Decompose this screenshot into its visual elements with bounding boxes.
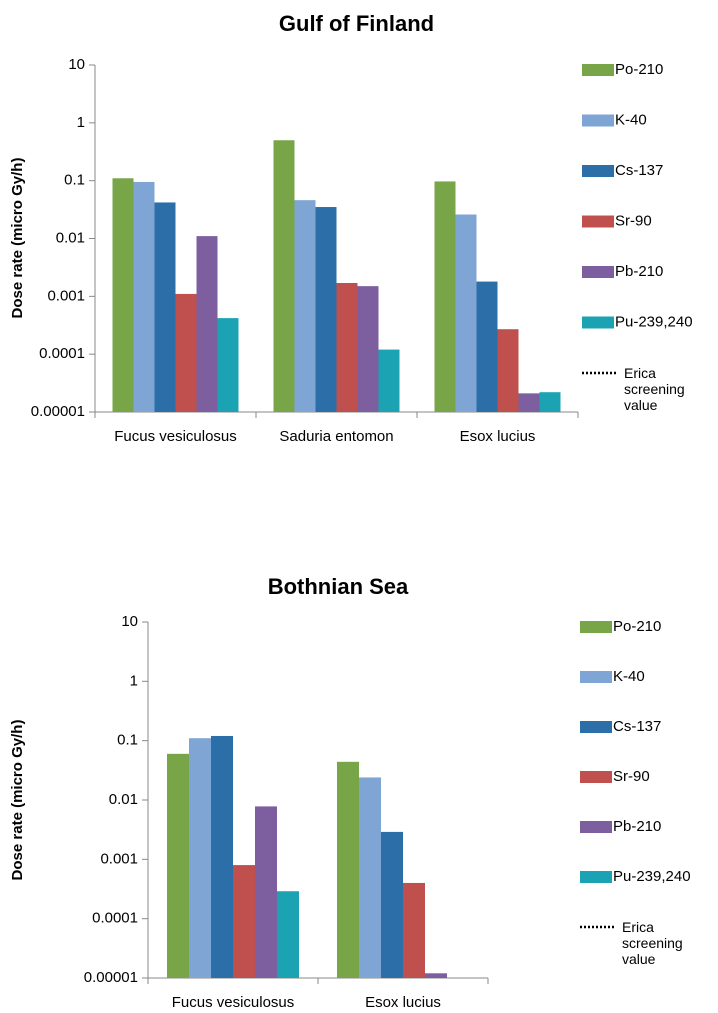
x-tick-label: Esox lucius <box>365 994 441 1011</box>
y-axis-label: Dose rate (micro Gy/h) <box>9 720 26 881</box>
legend-label: K-40 <box>613 668 645 685</box>
bar <box>277 891 299 978</box>
legend-label: Pu-239,240 <box>615 313 693 330</box>
bar <box>518 393 540 412</box>
y-tick-label: 0.00001 <box>84 969 138 986</box>
legend-label: Po-210 <box>615 61 663 78</box>
bar <box>273 140 295 412</box>
y-tick-label: 0.1 <box>117 732 138 749</box>
bar <box>196 236 218 412</box>
bar <box>112 178 134 412</box>
bar <box>167 753 189 978</box>
chart-title: Bothnian Sea <box>268 574 409 599</box>
bar <box>217 318 239 412</box>
legend-label: Pb-210 <box>613 818 661 835</box>
bar <box>497 329 519 412</box>
bar <box>211 735 233 978</box>
legend-label: Pu-239,240 <box>613 868 691 885</box>
bar <box>359 777 381 978</box>
y-tick-label: 0.0001 <box>39 345 85 362</box>
y-tick-label: 1 <box>130 672 138 689</box>
legend-label: Sr-90 <box>613 768 650 785</box>
legend-swatch <box>580 871 612 883</box>
legend-swatch <box>580 671 612 683</box>
legend-label: Cs-137 <box>615 162 663 179</box>
bar <box>189 738 211 978</box>
bar <box>315 207 337 412</box>
y-tick-label: 0.001 <box>47 287 85 304</box>
bar <box>336 283 358 412</box>
x-tick-label: Saduria entomon <box>279 428 393 445</box>
legend-swatch <box>582 215 614 228</box>
y-tick-label: 0.001 <box>100 850 138 867</box>
legend-label: Cs-137 <box>613 718 661 735</box>
y-tick-label: 0.1 <box>64 172 85 189</box>
legend-label: Po-210 <box>613 618 661 635</box>
bar <box>337 761 359 978</box>
bar <box>378 349 400 412</box>
bar <box>476 281 498 412</box>
bar <box>455 214 477 412</box>
bar <box>175 293 197 412</box>
bar <box>255 806 277 978</box>
legend-label: Pb-210 <box>615 263 663 280</box>
y-tick-label: 0.01 <box>109 791 138 808</box>
x-tick-label: Esox lucius <box>460 428 536 445</box>
bar <box>233 865 255 978</box>
legend-label: K-40 <box>615 111 647 128</box>
bar <box>539 392 561 412</box>
bar <box>425 973 447 978</box>
y-tick-label: 10 <box>121 613 138 630</box>
legend-swatch <box>580 721 612 733</box>
bar <box>357 286 379 412</box>
legend-swatch <box>580 771 612 783</box>
legend-label: Sr-90 <box>615 212 652 229</box>
legend-swatch <box>582 266 614 278</box>
y-tick-label: 10 <box>68 56 85 73</box>
bar <box>133 181 155 412</box>
bar <box>434 181 456 412</box>
chart-title: Gulf of Finland <box>279 11 434 36</box>
legend-label: Erica screening value <box>624 365 685 413</box>
bar <box>154 202 176 412</box>
legend-swatch <box>582 114 614 127</box>
legend-swatch <box>582 64 614 76</box>
x-tick-label: Fucus vesiculosus <box>114 428 237 445</box>
y-tick-label: 1 <box>77 114 85 131</box>
y-axis-label: Dose rate (micro Gy/h) <box>9 158 26 319</box>
bar <box>294 200 316 412</box>
legend-swatch <box>580 621 612 633</box>
y-tick-label: 0.0001 <box>92 910 138 927</box>
bar <box>381 831 403 978</box>
y-tick-label: 0.00001 <box>31 403 85 420</box>
y-tick-label: 0.01 <box>56 229 85 246</box>
x-tick-label: Fucus vesiculosus <box>172 994 295 1011</box>
legend-swatch <box>582 165 614 177</box>
legend-label: Erica screening value <box>622 919 683 967</box>
legend-swatch <box>580 821 612 833</box>
legend-swatch <box>582 316 614 329</box>
bar <box>403 882 425 978</box>
